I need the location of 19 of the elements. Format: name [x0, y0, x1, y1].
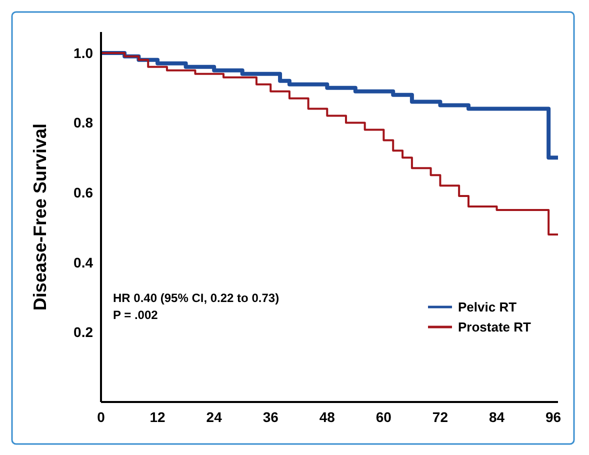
y-axis-title: Disease-Free Survival — [30, 123, 50, 311]
x-tick-label: 36 — [262, 409, 279, 425]
annotation: HR 0.40 (95% CI, 0.22 to 0.73) — [113, 291, 280, 305]
y-tick-label: 0.4 — [74, 254, 94, 270]
x-tick-label: 24 — [206, 409, 222, 425]
x-tick-label: 0 — [97, 409, 106, 425]
x-tick-label: 48 — [319, 409, 336, 425]
x-tick-label: 96 — [546, 409, 562, 425]
y-tick-label: 0.6 — [74, 184, 94, 200]
legend-label: Prostate RT — [458, 320, 532, 335]
x-tick-label: 72 — [432, 409, 448, 425]
x-tick-label: 84 — [488, 409, 505, 425]
annotation: P = .002 — [113, 308, 158, 322]
legend-label: Pelvic RT — [458, 300, 517, 315]
y-tick-label: 0.8 — [74, 114, 94, 131]
y-tick-label: 1.0 — [74, 44, 94, 61]
x-tick-label: 12 — [150, 409, 166, 425]
x-tick-label: 60 — [376, 409, 392, 425]
y-tick-label: 0.2 — [74, 324, 94, 340]
